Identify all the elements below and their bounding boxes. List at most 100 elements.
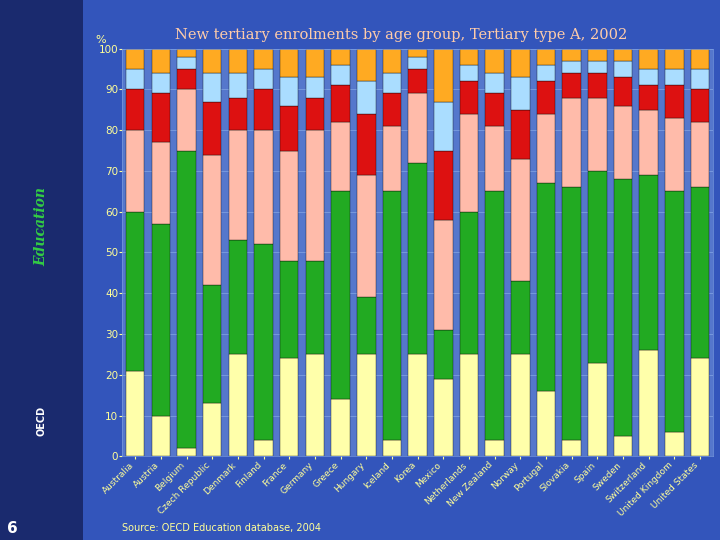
Bar: [690, 187, 709, 359]
Bar: [177, 49, 196, 57]
Bar: [203, 285, 222, 403]
Bar: [588, 171, 606, 362]
Bar: [177, 57, 196, 69]
Bar: [485, 126, 504, 191]
Bar: [536, 183, 555, 391]
Bar: [639, 69, 658, 85]
Bar: [485, 440, 504, 456]
Bar: [562, 61, 581, 73]
Text: New tertiary enrolments by age group, Tertiary type A, 2002: New tertiary enrolments by age group, Te…: [175, 28, 628, 42]
Bar: [126, 69, 145, 89]
Bar: [408, 49, 427, 57]
Bar: [588, 49, 606, 61]
Bar: [383, 73, 401, 93]
Bar: [613, 106, 632, 179]
Bar: [536, 49, 555, 65]
Bar: [254, 440, 273, 456]
Bar: [229, 49, 247, 73]
Bar: [306, 354, 324, 456]
Bar: [536, 391, 555, 456]
Bar: [152, 416, 170, 456]
Bar: [306, 98, 324, 130]
Bar: [408, 69, 427, 93]
Bar: [588, 61, 606, 73]
Bar: [280, 359, 299, 456]
Bar: [152, 93, 170, 143]
Bar: [331, 399, 350, 456]
Bar: [126, 370, 145, 456]
Bar: [434, 220, 452, 330]
Bar: [434, 49, 452, 102]
Bar: [613, 436, 632, 456]
Bar: [485, 93, 504, 126]
Bar: [665, 85, 683, 118]
Bar: [177, 151, 196, 448]
Bar: [203, 403, 222, 456]
Bar: [280, 49, 299, 77]
Text: OECD: OECD: [37, 406, 46, 436]
Bar: [177, 89, 196, 151]
Bar: [613, 77, 632, 106]
Bar: [126, 212, 145, 370]
Bar: [665, 191, 683, 432]
Bar: [459, 49, 478, 65]
Bar: [485, 73, 504, 93]
Bar: [331, 191, 350, 399]
Bar: [383, 126, 401, 191]
Bar: [639, 49, 658, 69]
Text: Source: OECD Education database, 2004: Source: OECD Education database, 2004: [122, 523, 321, 533]
Bar: [588, 362, 606, 456]
Bar: [152, 224, 170, 416]
Bar: [383, 440, 401, 456]
Bar: [408, 163, 427, 354]
Bar: [562, 187, 581, 440]
Bar: [459, 212, 478, 354]
Bar: [383, 93, 401, 126]
Bar: [665, 118, 683, 191]
Bar: [126, 49, 145, 69]
Bar: [280, 151, 299, 261]
Bar: [229, 240, 247, 354]
Bar: [203, 73, 222, 102]
Bar: [357, 114, 376, 175]
Bar: [408, 354, 427, 456]
Bar: [203, 102, 222, 154]
Bar: [511, 49, 529, 77]
Bar: [665, 432, 683, 456]
Bar: [665, 69, 683, 85]
Bar: [613, 61, 632, 77]
Bar: [639, 175, 658, 350]
Bar: [152, 73, 170, 93]
Bar: [357, 49, 376, 81]
Bar: [665, 49, 683, 69]
Bar: [511, 77, 529, 110]
Bar: [434, 379, 452, 456]
Bar: [690, 49, 709, 69]
Bar: [690, 359, 709, 456]
Text: 6: 6: [7, 521, 18, 536]
Bar: [229, 73, 247, 98]
Bar: [331, 65, 350, 85]
Bar: [306, 49, 324, 77]
Bar: [306, 130, 324, 261]
Bar: [639, 110, 658, 175]
Bar: [126, 130, 145, 212]
Bar: [357, 81, 376, 114]
Bar: [254, 130, 273, 244]
Text: %: %: [96, 35, 107, 44]
Bar: [536, 65, 555, 81]
Bar: [229, 130, 247, 240]
Bar: [613, 49, 632, 61]
Bar: [459, 65, 478, 81]
Bar: [511, 354, 529, 456]
Bar: [152, 49, 170, 73]
Bar: [254, 89, 273, 130]
Bar: [434, 102, 452, 151]
Bar: [536, 114, 555, 183]
Bar: [408, 57, 427, 69]
Bar: [485, 49, 504, 73]
Bar: [562, 73, 581, 98]
Bar: [254, 244, 273, 440]
Bar: [562, 440, 581, 456]
Bar: [690, 89, 709, 122]
